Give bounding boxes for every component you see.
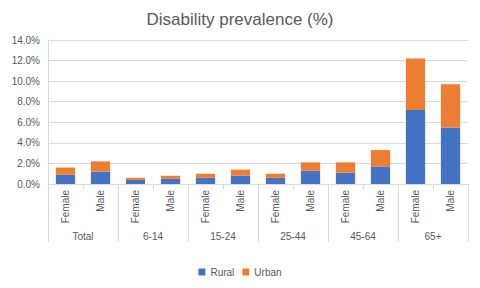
svg-text:6.0%: 6.0% [17, 117, 40, 128]
svg-text:0.0%: 0.0% [17, 179, 40, 190]
svg-text:25-44: 25-44 [280, 231, 306, 242]
svg-text:Female: Female [200, 190, 211, 224]
svg-text:Male: Male [305, 190, 316, 212]
svg-text:15-24: 15-24 [210, 231, 236, 242]
svg-text:Male: Male [445, 190, 456, 212]
svg-text:Disability prevalence (%): Disability prevalence (%) [146, 10, 333, 29]
svg-text:6-14: 6-14 [143, 231, 163, 242]
svg-text:45-64: 45-64 [350, 231, 376, 242]
svg-text:2.0%: 2.0% [17, 158, 40, 169]
svg-text:14.0%: 14.0% [12, 35, 40, 46]
svg-text:Female: Female [130, 190, 141, 224]
svg-text:4.0%: 4.0% [17, 137, 40, 148]
svg-text:10.0%: 10.0% [12, 76, 40, 87]
svg-text:Male: Male [165, 190, 176, 212]
svg-text:Female: Female [340, 190, 351, 224]
svg-text:Female: Female [270, 190, 281, 224]
svg-text:Urban: Urban [254, 267, 281, 278]
svg-text:Male: Male [235, 190, 246, 212]
svg-text:65+: 65+ [425, 231, 442, 242]
svg-text:12.0%: 12.0% [12, 55, 40, 66]
svg-text:Male: Male [95, 190, 106, 212]
svg-text:Total: Total [72, 231, 93, 242]
svg-text:Female: Female [410, 190, 421, 224]
svg-text:Female: Female [60, 190, 71, 224]
svg-text:8.0%: 8.0% [17, 96, 40, 107]
svg-text:Male: Male [375, 190, 386, 212]
svg-text:Rural: Rural [210, 267, 234, 278]
